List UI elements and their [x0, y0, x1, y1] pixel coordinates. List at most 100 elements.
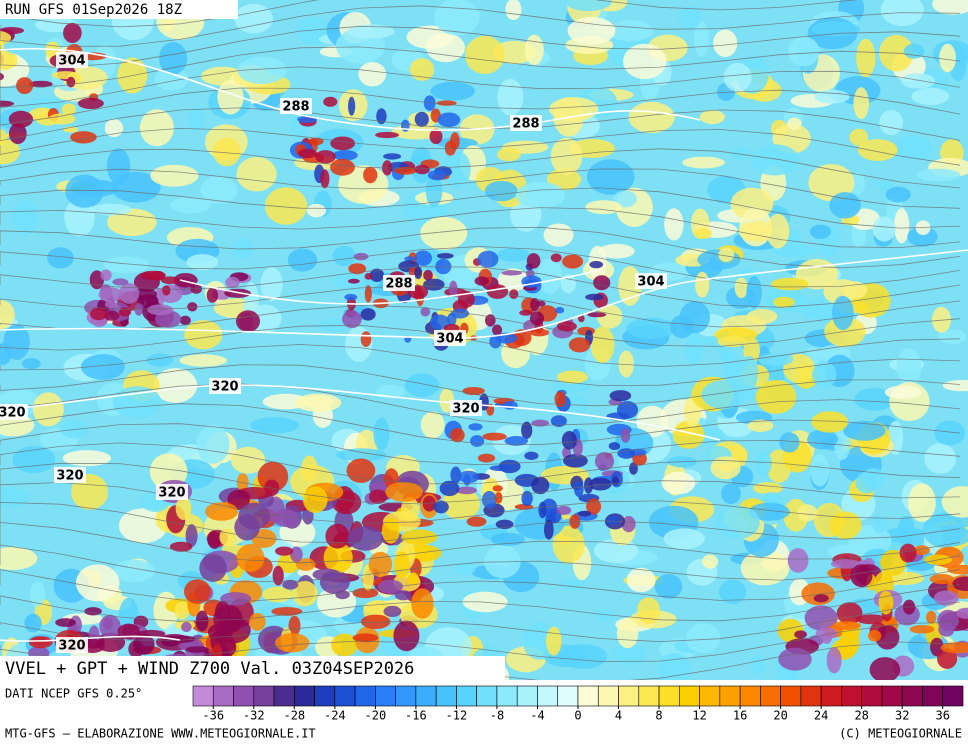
field-blob	[832, 296, 854, 330]
field-blob	[140, 271, 166, 280]
field-blob	[491, 533, 525, 546]
field-blob	[196, 425, 229, 464]
colorbar-swatch	[639, 686, 659, 706]
field-blob	[617, 618, 639, 648]
field-blob	[237, 157, 277, 191]
field-blob	[568, 17, 616, 45]
field-blob	[885, 386, 922, 399]
field-blob	[521, 491, 532, 506]
field-blob	[829, 192, 861, 218]
field-blob	[428, 170, 447, 180]
field-blob	[90, 308, 107, 321]
colorbar-swatch	[700, 686, 720, 706]
colorbar-swatch	[375, 686, 395, 706]
field-blob	[30, 581, 45, 606]
colorbar-swatch	[193, 686, 213, 706]
colorbar-tick-label: -32	[243, 709, 265, 723]
field-blob	[180, 316, 191, 326]
field-blob	[686, 623, 721, 653]
colorbar-swatch	[274, 686, 294, 706]
colorbar-swatch	[841, 686, 861, 706]
contour-label: 320	[158, 486, 185, 501]
field-blob	[810, 454, 829, 487]
field-blob	[773, 297, 794, 308]
field-blob	[249, 613, 266, 631]
contour-label: 320	[58, 639, 85, 654]
colorbar-swatch	[335, 686, 355, 706]
field-blob	[478, 251, 499, 268]
field-blob	[219, 529, 234, 546]
field-blob	[595, 610, 616, 622]
field-blob	[426, 33, 465, 62]
field-blob	[105, 119, 123, 137]
colorbar-tick-label: 12	[692, 709, 706, 723]
footer-left: MTG-GFS – ELABORAZIONE WWW.METEOGIORNALE…	[5, 727, 316, 741]
colorbar-tick-label: -28	[283, 709, 305, 723]
field-blob	[16, 77, 33, 94]
contour-label: 320	[452, 402, 479, 417]
field-blob	[430, 82, 475, 101]
field-blob	[179, 354, 227, 366]
colorbar-swatch	[234, 686, 254, 706]
field-blob	[926, 611, 936, 624]
field-blob	[348, 97, 355, 116]
colorbar-swatch	[416, 686, 436, 706]
field-blob	[715, 506, 759, 539]
colorbar-swatch	[801, 686, 821, 706]
field-blob	[223, 639, 236, 656]
field-blob	[702, 380, 746, 409]
field-blob	[33, 392, 64, 426]
field-blob	[559, 644, 607, 669]
field-blob	[787, 118, 802, 131]
field-blob	[344, 294, 357, 300]
field-blob	[361, 308, 376, 320]
field-blob	[569, 337, 590, 352]
field-blob	[713, 30, 737, 58]
field-blob	[22, 358, 41, 369]
field-blob	[710, 456, 740, 479]
field-blob	[238, 503, 270, 530]
field-blob	[320, 169, 329, 188]
colorbar-swatch	[578, 686, 598, 706]
field-blob	[410, 58, 434, 81]
field-blob	[788, 37, 819, 67]
field-blob	[170, 542, 193, 552]
field-blob	[275, 633, 309, 652]
field-blob	[497, 148, 521, 161]
field-blob	[746, 276, 762, 308]
field-blob	[587, 312, 606, 317]
field-blob	[794, 630, 807, 638]
field-blob	[468, 423, 482, 430]
field-blob	[664, 208, 683, 240]
field-blob	[67, 77, 76, 88]
field-blob	[498, 79, 524, 116]
field-blob	[771, 278, 809, 291]
colorbar-tick-label: 32	[895, 709, 909, 723]
colorbar-swatch	[862, 686, 882, 706]
field-blob	[516, 182, 565, 209]
field-blob	[519, 310, 533, 316]
colorbar-swatch	[537, 686, 557, 706]
field-blob	[478, 454, 495, 463]
field-blob	[414, 266, 422, 279]
field-blob	[234, 4, 273, 34]
field-blob	[395, 590, 412, 600]
field-blob	[939, 44, 956, 72]
colorbar-swatch	[740, 686, 760, 706]
colorbar-tick-label: -8	[490, 709, 504, 723]
field-blob	[779, 432, 799, 452]
field-blob	[78, 98, 104, 109]
colorbar-tick-label: -20	[365, 709, 387, 723]
field-blob	[369, 490, 387, 504]
field-blob	[250, 417, 299, 433]
field-blob	[898, 516, 915, 547]
field-blob	[721, 483, 741, 504]
field-blob	[766, 214, 789, 249]
colorbar-swatch	[598, 686, 618, 706]
field-blob	[549, 97, 598, 121]
contour-label: 320	[211, 380, 238, 395]
field-blob	[685, 333, 703, 365]
field-blob	[76, 564, 120, 601]
field-blob	[415, 165, 430, 175]
field-blob	[739, 222, 766, 240]
